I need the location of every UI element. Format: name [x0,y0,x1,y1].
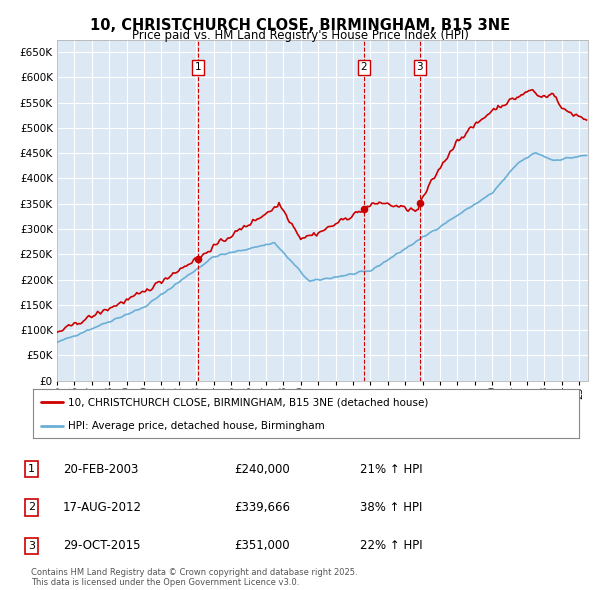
Text: 1: 1 [28,464,35,474]
Text: 2: 2 [361,63,367,73]
Text: 3: 3 [416,63,423,73]
Text: Contains HM Land Registry data © Crown copyright and database right 2025.
This d: Contains HM Land Registry data © Crown c… [31,568,358,587]
Text: 20-FEB-2003: 20-FEB-2003 [63,463,139,476]
Text: 2: 2 [28,503,35,512]
Text: 10, CHRISTCHURCH CLOSE, BIRMINGHAM, B15 3NE (detached house): 10, CHRISTCHURCH CLOSE, BIRMINGHAM, B15 … [68,397,429,407]
Text: 17-AUG-2012: 17-AUG-2012 [63,501,142,514]
Text: HPI: Average price, detached house, Birmingham: HPI: Average price, detached house, Birm… [68,421,325,431]
Text: 29-OCT-2015: 29-OCT-2015 [63,539,140,552]
Text: 21% ↑ HPI: 21% ↑ HPI [360,463,422,476]
Text: £240,000: £240,000 [234,463,290,476]
Text: 10, CHRISTCHURCH CLOSE, BIRMINGHAM, B15 3NE: 10, CHRISTCHURCH CLOSE, BIRMINGHAM, B15 … [90,18,510,32]
Text: Price paid vs. HM Land Registry's House Price Index (HPI): Price paid vs. HM Land Registry's House … [131,30,469,42]
Text: 22% ↑ HPI: 22% ↑ HPI [360,539,422,552]
Text: 1: 1 [195,63,202,73]
Text: £339,666: £339,666 [234,501,290,514]
Text: 38% ↑ HPI: 38% ↑ HPI [360,501,422,514]
Text: £351,000: £351,000 [234,539,290,552]
Text: 3: 3 [28,541,35,550]
